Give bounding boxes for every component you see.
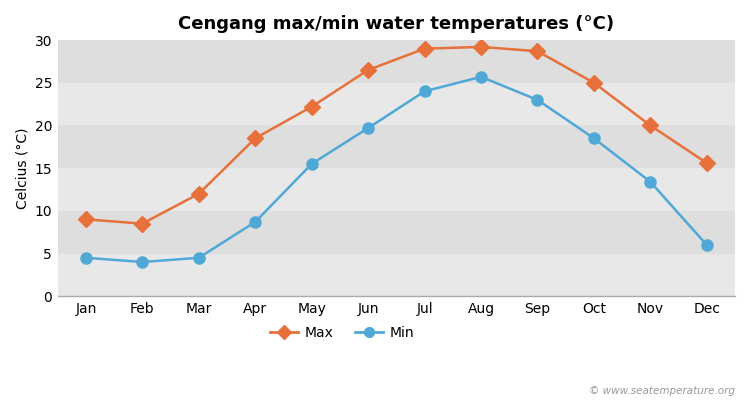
Min (194, 255, 203, 260)
Min (420, 89, 429, 94)
Bar (58, 254, 735, 296)
Max (138, 221, 147, 226)
Max (420, 46, 429, 51)
Max (251, 136, 260, 141)
Max (533, 49, 542, 54)
Max (194, 191, 203, 196)
Min (308, 162, 316, 166)
Line: Min: Min (80, 71, 712, 268)
Min (702, 242, 711, 247)
Min (590, 136, 598, 141)
Max (308, 104, 316, 109)
Max (590, 80, 598, 85)
Text: © www.seatemperature.org: © www.seatemperature.org (589, 386, 735, 396)
Min (646, 180, 655, 184)
Legend: Max, Min: Max, Min (265, 320, 420, 346)
Title: Cengang max/min water temperatures (°C): Cengang max/min water temperatures (°C) (178, 15, 614, 33)
Min (364, 126, 373, 130)
Bar (58, 211, 735, 254)
Min (476, 74, 485, 79)
Y-axis label: Celcius (°C): Celcius (°C) (15, 127, 29, 209)
Min (82, 255, 91, 260)
Max (364, 68, 373, 72)
Min (138, 260, 147, 264)
Line: Max: Max (80, 41, 712, 229)
Bar (58, 83, 735, 126)
Bar (58, 126, 735, 168)
Max (702, 161, 711, 166)
Max (82, 217, 91, 222)
Min (533, 98, 542, 102)
Min (251, 220, 260, 224)
Bar (58, 40, 735, 83)
Max (646, 123, 655, 128)
Bar (58, 168, 735, 211)
Max (476, 44, 485, 49)
